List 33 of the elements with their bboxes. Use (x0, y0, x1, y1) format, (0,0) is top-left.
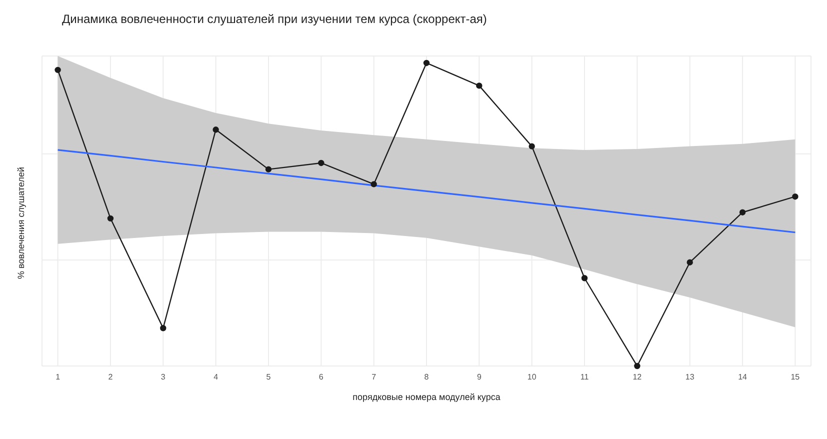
point (212, 126, 219, 133)
point (476, 82, 482, 89)
x-tick-label: 8 (424, 372, 430, 382)
point (634, 362, 640, 370)
point (318, 160, 324, 166)
point (265, 166, 272, 172)
point (54, 66, 61, 74)
x-axis-title: порядковые номера модулей курса (352, 392, 500, 402)
point (107, 215, 114, 222)
x-tick-label: 12 (632, 372, 642, 382)
x-tick-label: 13 (685, 372, 695, 382)
x-tick-label: 3 (160, 372, 166, 382)
chart-title: Динамика вовлеченности слушателей при изучении тем курса (скоррект-ая) (62, 12, 487, 26)
x-tick-label: 1 (56, 372, 61, 382)
x-tick-label: 11 (580, 372, 590, 382)
x-tick-label: 2 (108, 372, 114, 382)
point (686, 259, 693, 266)
point (739, 209, 746, 216)
y-axis-title: % вовлечения слушателей (16, 166, 26, 280)
point (792, 194, 798, 200)
x-tick-label: 15 (790, 372, 800, 382)
x-tick-label: 5 (266, 372, 272, 382)
point (581, 275, 588, 282)
x-tick-label: 7 (372, 372, 377, 382)
point (528, 143, 535, 150)
point (423, 60, 430, 66)
x-tick-label: 9 (476, 372, 482, 382)
x-tick-label: 4 (214, 372, 219, 382)
x-tick-label: 14 (738, 372, 748, 382)
x-tick-label: 10 (527, 372, 537, 382)
x-tick-label: 6 (318, 372, 324, 382)
point (370, 181, 377, 188)
point (160, 325, 166, 332)
